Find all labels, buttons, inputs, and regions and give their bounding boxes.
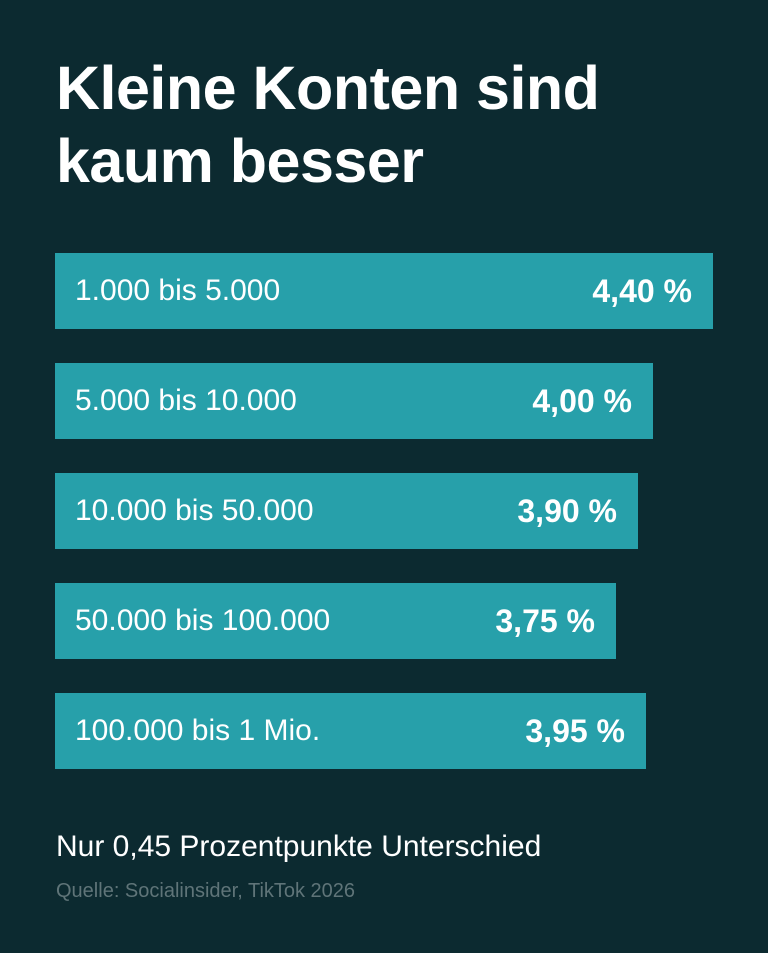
bar-category-label: 1.000 bis 5.000: [75, 274, 281, 307]
bar-value-label: 3,75 %: [495, 603, 595, 639]
bar-category-label: 100.000 bis 1 Mio.: [75, 714, 321, 747]
chart-title: Kleine Konten sind kaum besser: [56, 54, 600, 195]
bar: 10.000 bis 50.000 3,90 %: [55, 473, 638, 549]
bar-value-label: 3,90 %: [517, 493, 617, 529]
bar-value-label: 4,40 %: [592, 273, 692, 309]
bar: 5.000 bis 10.000 4,00 %: [55, 363, 653, 439]
bar: 50.000 bis 100.000 3,75 %: [55, 583, 616, 659]
chart-subtitle: Nur 0,45 Prozentpunkte Unterschied: [56, 830, 542, 863]
bar-category-label: 10.000 bis 50.000: [75, 494, 314, 527]
bar-value-label: 3,95 %: [525, 713, 625, 749]
bar-chart: 1.000 bis 5.000 4,40 % 5.000 bis 10.000 4,0…: [55, 0, 715, 953]
bar-category-label: 5.000 bis 10.000: [75, 384, 297, 417]
bar-value-label: 4,00 %: [532, 383, 632, 419]
bar: 100.000 bis 1 Mio. 3,95 %: [55, 693, 646, 769]
bar: 1.000 bis 5.000 4,40 %: [55, 253, 713, 329]
bar-category-label: 50.000 bis 100.000: [75, 604, 331, 637]
source-note: Quelle: Socialinsider, TikTok 2026: [56, 880, 356, 902]
